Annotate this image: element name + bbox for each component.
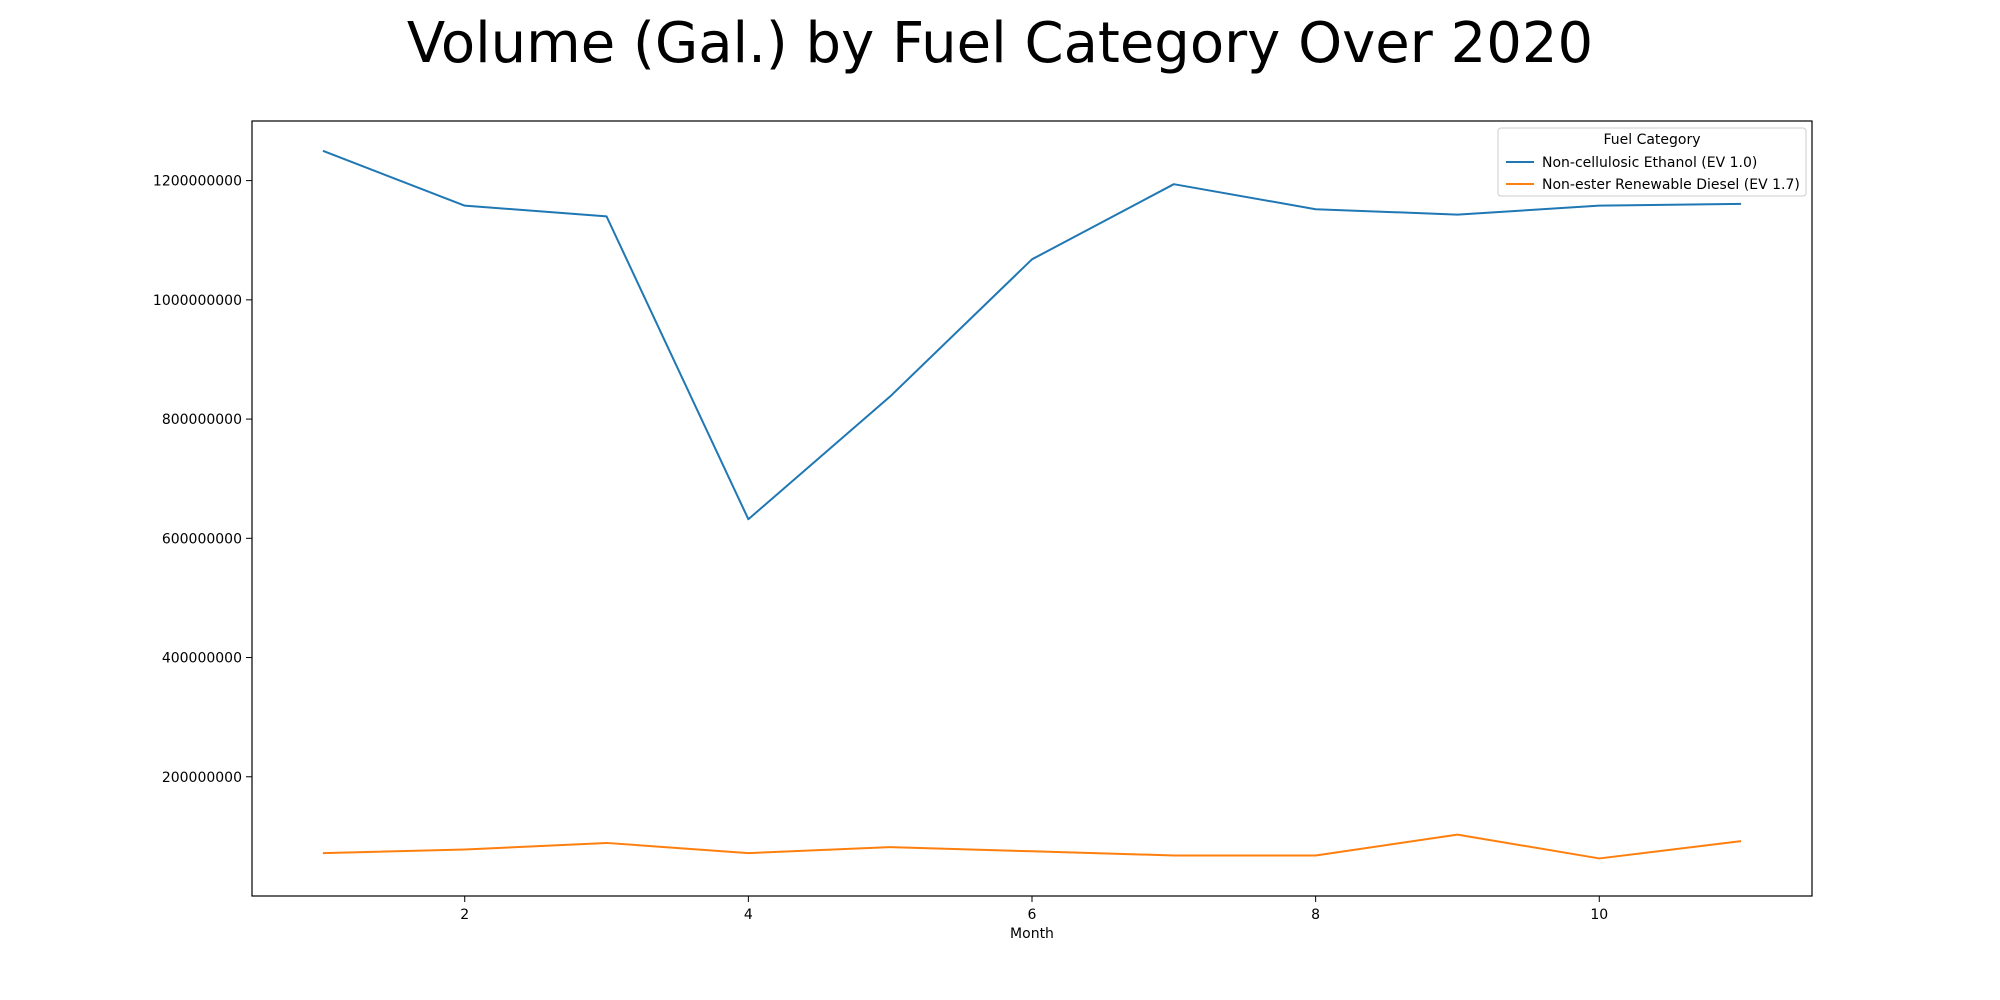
y-tick-label: 400000000 bbox=[162, 651, 242, 667]
legend-entries: Non-cellulosic Ethanol (EV 1.0) Non-ester… bbox=[1506, 155, 1800, 193]
x-tick-label: 8 bbox=[1311, 907, 1320, 923]
y-tick-label: 1000000000 bbox=[153, 293, 242, 309]
legend: Fuel Category Non-cellulosic Ethanol (EV… bbox=[1497, 127, 1807, 197]
y-axis: 200000000 400000000 600000000 800000000 1000… bbox=[153, 174, 252, 786]
plot-frame bbox=[251, 120, 1813, 897]
x-tick-label: 2 bbox=[460, 907, 469, 923]
series-line-1 bbox=[322, 149, 1742, 521]
legend-entry-label: Non-ester Renewable Diesel (EV 1.7) bbox=[1542, 177, 1800, 193]
y-tick-label: 800000000 bbox=[162, 412, 242, 428]
x-axis: 2 4 6 8 10 bbox=[460, 896, 1608, 923]
series-lines bbox=[322, 149, 1742, 860]
x-tick-label: 10 bbox=[1590, 907, 1608, 923]
y-tick-label: 600000000 bbox=[162, 531, 242, 547]
legend-title: Fuel Category bbox=[1603, 132, 1700, 148]
y-tick-label: 1200000000 bbox=[153, 174, 242, 190]
series-line-2 bbox=[322, 833, 1742, 860]
y-tick-label: 200000000 bbox=[162, 770, 242, 786]
chart-title: Volume (Gal.) by Fuel Category Over 2020 bbox=[407, 11, 1593, 76]
x-tick-label: 6 bbox=[1028, 907, 1037, 923]
x-tick-label: 4 bbox=[744, 907, 753, 923]
legend-entry-label: Non-cellulosic Ethanol (EV 1.0) bbox=[1542, 155, 1757, 171]
x-axis-label: Month bbox=[1010, 926, 1054, 942]
legend-box bbox=[1497, 127, 1807, 197]
